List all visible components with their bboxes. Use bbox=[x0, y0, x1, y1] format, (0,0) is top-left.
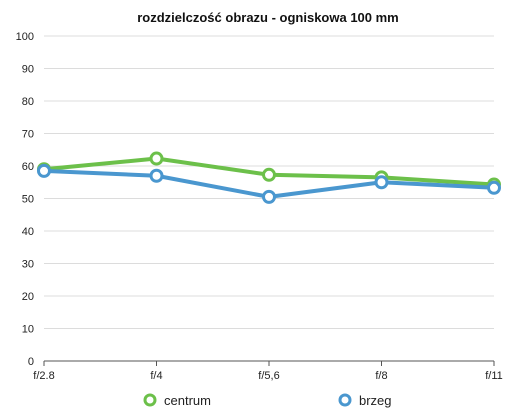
x-tick-label: f/11 bbox=[485, 370, 503, 382]
data-point-brzeg bbox=[262, 189, 276, 204]
y-tick-label: 30 bbox=[22, 259, 34, 271]
y-tick-label: 10 bbox=[22, 324, 34, 336]
data-point-brzeg bbox=[487, 180, 501, 195]
legend-item-brzeg: brzeg bbox=[338, 393, 392, 408]
data-point-brzeg bbox=[149, 168, 164, 183]
legend-marker-icon bbox=[338, 393, 352, 407]
gridlines bbox=[44, 35, 494, 329]
legend: centrum brzeg bbox=[143, 393, 392, 408]
y-tick-label: 60 bbox=[22, 161, 34, 173]
data-point-brzeg bbox=[37, 163, 51, 178]
y-tick-label: 80 bbox=[22, 96, 34, 108]
legend-item-centrum: centrum bbox=[143, 393, 211, 408]
y-axis-ticks: 0 10 20 30 40 50 60 70 80 90 100 bbox=[16, 31, 34, 368]
legend-label: centrum bbox=[164, 393, 211, 408]
x-tick-label: f/2.8 bbox=[33, 370, 54, 382]
legend-marker-icon bbox=[143, 393, 157, 407]
x-tick-label: f/8 bbox=[375, 370, 387, 382]
y-tick-label: 90 bbox=[22, 64, 34, 76]
legend-label: brzeg bbox=[359, 393, 392, 408]
x-tick-label: f/5,6 bbox=[258, 370, 279, 382]
y-tick-label: 50 bbox=[22, 194, 34, 206]
x-axis-ticks: f/2.8 f/4 f/5,6 f/8 f/11 bbox=[33, 361, 503, 382]
series-brzeg bbox=[37, 163, 501, 204]
data-point-centrum bbox=[149, 151, 164, 166]
chart-title: rozdzielczość obrazu - ogniskowa 100 mm bbox=[137, 10, 399, 25]
y-tick-label: 100 bbox=[16, 31, 34, 43]
y-tick-label: 20 bbox=[22, 291, 34, 303]
y-tick-label: 40 bbox=[22, 226, 34, 238]
y-tick-label: 70 bbox=[22, 129, 34, 141]
series-layer bbox=[37, 151, 501, 204]
x-tick-label: f/4 bbox=[150, 370, 162, 382]
data-point-brzeg bbox=[374, 175, 389, 190]
data-point-centrum bbox=[262, 167, 276, 182]
y-tick-label: 0 bbox=[28, 356, 34, 368]
